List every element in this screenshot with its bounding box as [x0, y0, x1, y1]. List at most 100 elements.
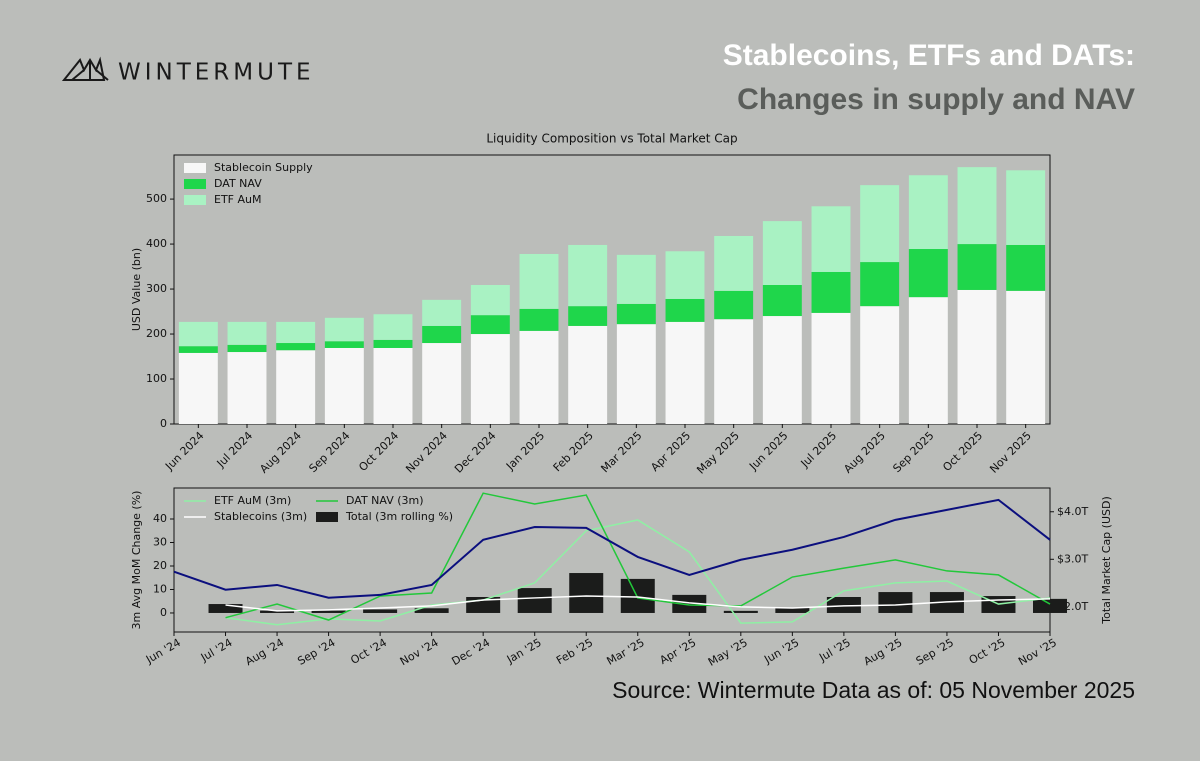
- bar-segment: [860, 185, 900, 263]
- logo-icon: [61, 56, 109, 81]
- y-tick-label: 400: [146, 237, 167, 250]
- bar-segment: [276, 321, 316, 344]
- bar-segment: [908, 175, 948, 250]
- bar-segment: [860, 262, 900, 307]
- y-tick-label: 500: [146, 192, 167, 205]
- y-tick-label: 10: [153, 582, 167, 595]
- bar-segment: [1006, 244, 1046, 291]
- logo-text: WINTERMUTE: [118, 60, 315, 86]
- legend-swatch: [316, 512, 338, 522]
- bar-segment: [957, 289, 997, 424]
- bar-segment: [665, 298, 705, 322]
- bar-segment: [762, 221, 802, 286]
- y2-axis-label: Total Market Cap (USD): [1100, 496, 1113, 624]
- legend-label: DAT NAV: [214, 177, 262, 190]
- bar-segment: [616, 254, 656, 304]
- bar-segment: [470, 334, 510, 424]
- bar-segment: [519, 330, 559, 424]
- legend-label: Stablecoins (3m): [214, 510, 307, 523]
- bar-segment: [276, 350, 316, 424]
- bar-segment: [957, 244, 997, 290]
- bar: [826, 596, 861, 613]
- bar: [878, 592, 913, 613]
- bar: [260, 610, 295, 613]
- bar-segment: [373, 314, 413, 340]
- bar: [775, 608, 810, 613]
- legend-label: Total (3m rolling %): [345, 510, 453, 523]
- bar-segment: [616, 324, 656, 424]
- chart-title: Liquidity Composition vs Total Market Ca…: [486, 132, 737, 146]
- y-tick-label: 300: [146, 282, 167, 295]
- page-subtitle: Changes in supply and NAV: [737, 83, 1135, 116]
- bar-segment: [373, 339, 413, 348]
- bar-segment: [227, 321, 267, 345]
- bar-segment: [714, 235, 754, 291]
- bar-segment: [324, 317, 364, 342]
- bar-segment: [568, 244, 608, 307]
- legend-swatch: [184, 179, 206, 189]
- legend-label: DAT NAV (3m): [346, 494, 424, 507]
- bar-segment: [714, 290, 754, 320]
- bar-segment: [714, 319, 754, 424]
- bar: [517, 588, 552, 613]
- bar-segment: [519, 253, 559, 309]
- bar-segment: [762, 316, 802, 424]
- y2-tick-label: $4.0T: [1057, 505, 1088, 518]
- bar: [414, 608, 449, 613]
- y2-tick-label: $3.0T: [1057, 552, 1088, 565]
- y-tick-label: 20: [153, 559, 167, 572]
- y-axis-label: USD Value (bn): [130, 248, 143, 331]
- bar-segment: [908, 249, 948, 298]
- bar-segment: [665, 251, 705, 299]
- bar: [1033, 598, 1067, 613]
- bar-segment: [811, 271, 851, 313]
- bar: [723, 610, 758, 613]
- bar-segment: [568, 325, 608, 424]
- legend-swatch: [184, 163, 206, 173]
- bar-segment: [519, 308, 559, 331]
- bar-segment: [568, 306, 608, 326]
- bar-segment: [860, 306, 900, 424]
- bar: [311, 610, 346, 613]
- y-tick-label: 0: [160, 606, 167, 619]
- bar-segment: [422, 343, 462, 424]
- bar-segment: [422, 325, 462, 344]
- bar-segment: [324, 347, 364, 424]
- market-cap-line: [173, 498, 1051, 599]
- bar-segment: [957, 167, 997, 245]
- series-line: [225, 519, 1051, 626]
- bar-segment: [811, 312, 851, 424]
- bar-segment: [227, 344, 267, 353]
- source-note: Source: Wintermute Data as of: 05 Novemb…: [612, 677, 1135, 703]
- legend-label: Stablecoin Supply: [214, 161, 313, 174]
- legend-label: ETF AuM: [214, 193, 261, 206]
- bar-segment: [665, 321, 705, 424]
- legend-label: ETF AuM (3m): [214, 494, 291, 507]
- bar: [620, 578, 655, 613]
- y-tick-label: 200: [146, 327, 167, 340]
- bar-segment: [178, 352, 218, 424]
- y-axis-label: 3m Avg MoM Change (%): [130, 491, 143, 630]
- bar-segment: [373, 347, 413, 424]
- y-tick-label: 40: [153, 512, 167, 525]
- bar-segment: [178, 321, 218, 347]
- bar-segment: [470, 285, 510, 316]
- series-line: [225, 492, 1051, 621]
- bar-segment: [1006, 290, 1046, 424]
- y-tick-label: 100: [146, 372, 167, 385]
- bar-segment: [1006, 170, 1046, 245]
- legend-swatch: [184, 195, 206, 205]
- bar-segment: [762, 285, 802, 317]
- bar: [672, 594, 707, 613]
- bar-segment: [227, 352, 267, 424]
- bar-segment: [616, 303, 656, 325]
- bar-segment: [324, 341, 364, 348]
- series-line: [225, 595, 1051, 612]
- bar-segment: [811, 206, 851, 272]
- page-title: Stablecoins, ETFs and DATs:: [723, 39, 1135, 72]
- bar: [208, 604, 243, 613]
- y-tick-label: 30: [153, 535, 167, 548]
- bar: [363, 609, 398, 613]
- bar: [569, 573, 604, 613]
